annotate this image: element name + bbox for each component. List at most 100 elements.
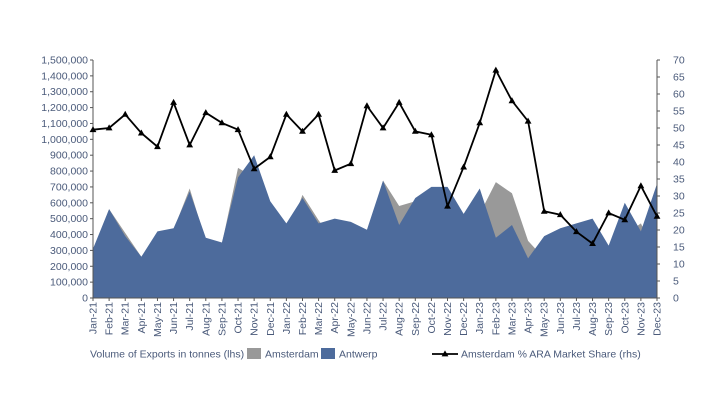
y2-tick-label: 35 (673, 174, 685, 186)
x-tick-label: Dec-23 (652, 302, 664, 336)
x-tick-label: Aug-21 (200, 302, 212, 336)
y-tick-label: 800,000 (50, 166, 88, 178)
x-tick-label: Apr-21 (136, 302, 148, 334)
market-share-point (250, 165, 258, 172)
market-share-point (428, 131, 435, 138)
x-tick-label: Aug-23 (587, 302, 599, 336)
market-share-point (621, 216, 629, 223)
y-tick-label: 600,000 (50, 197, 88, 209)
x-tick-label: May-23 (539, 302, 551, 337)
y-tick-label: 1,000,000 (41, 134, 88, 146)
market-share-point (524, 117, 532, 124)
y2-tick-label: 0 (673, 293, 679, 305)
x-tick-label: May-22 (345, 302, 357, 337)
market-share-point (605, 209, 613, 216)
y2-tick-label: 15 (673, 242, 685, 254)
y-tick-label: 100,000 (50, 277, 88, 289)
y-tick-label: 900,000 (50, 150, 88, 162)
x-tick-label: Apr-22 (329, 302, 341, 334)
y-tick-label: 400,000 (50, 229, 88, 241)
legend-antwerp: Antwerp (339, 349, 378, 361)
y2-tick-label: 70 (673, 55, 685, 67)
y2-tick-label: 40 (673, 157, 685, 169)
market-share-point (444, 202, 451, 209)
y-tick-label: 1,400,000 (41, 70, 88, 82)
y-tick-label: 500,000 (50, 213, 88, 225)
market-share-point (89, 126, 97, 133)
x-tick-label: Oct-21 (233, 302, 245, 334)
market-share-point (218, 119, 226, 126)
y-tick-label: 700,000 (50, 181, 88, 193)
market-share-point (476, 119, 484, 126)
y2-tick-label: 45 (673, 140, 685, 152)
x-tick-label: Sep-22 (410, 302, 422, 336)
y-tick-label: 300,000 (50, 245, 88, 257)
x-tick-label: Jul-22 (378, 302, 390, 331)
legend: Volume of Exports in tonnes (lhs) Amsterd… (90, 348, 641, 361)
x-tick-label: Jul-21 (184, 302, 196, 331)
x-tick-label: Oct-23 (619, 302, 631, 334)
market-share-point (154, 143, 161, 150)
market-share-point (492, 66, 500, 73)
x-tick-label: Mar-22 (313, 302, 325, 335)
x-tick-label: Apr-23 (523, 302, 535, 334)
x-tick-label: Sep-21 (216, 302, 228, 336)
x-tick-label: May-21 (152, 302, 164, 337)
market-share-point (315, 110, 322, 117)
y2-tick-label: 30 (673, 191, 685, 203)
x-tick-label: Nov-21 (249, 302, 261, 336)
x-tick-label: Jun-22 (361, 302, 373, 334)
market-share-point (637, 182, 645, 189)
x-tick-label: Jun-23 (555, 302, 567, 334)
x-tick-label: Feb-21 (104, 302, 116, 335)
x-tick-label: Feb-22 (297, 302, 309, 335)
x-tick-label: Mar-21 (120, 302, 132, 335)
x-tick-label: Jan-21 (88, 302, 100, 334)
x-tick-label: Jan-23 (474, 302, 486, 334)
market-share-point (540, 207, 548, 214)
market-share-point (121, 110, 129, 117)
market-share-point (170, 98, 177, 105)
y2-tick-label: 50 (673, 123, 685, 135)
y2-tick-label: 5 (673, 276, 679, 288)
legend-amsterdam: Amsterdam (265, 349, 319, 361)
y-tick-label: 1,200,000 (41, 102, 88, 114)
market-share-point (331, 166, 339, 173)
market-share-point (379, 124, 387, 131)
market-share-point (508, 97, 516, 104)
y2-tick-label: 55 (673, 106, 685, 118)
x-tick-label: Mar-23 (506, 302, 518, 335)
x-tick-label: Feb-23 (490, 302, 502, 335)
market-share-point (105, 124, 113, 131)
market-share-point (460, 163, 468, 170)
x-tick-label: Dec-21 (265, 302, 277, 336)
market-share-point (299, 127, 306, 134)
y-tick-label: 1,500,000 (41, 55, 88, 67)
y2-tick-label: 60 (673, 89, 685, 101)
y2-tick-label: 25 (673, 208, 685, 220)
x-tick-label: Jan-22 (281, 302, 293, 334)
legend-swatch-amsterdam (247, 348, 261, 359)
x-tick-label: Aug-22 (394, 302, 406, 336)
legend-swatch-antwerp (321, 348, 335, 359)
legend-market-share: Amsterdam % ARA Market Share (rhs) (461, 349, 641, 361)
market-share-point (186, 141, 194, 148)
market-share-point (573, 228, 580, 235)
x-tick-label: Jul-23 (571, 302, 583, 331)
market-share-point (395, 98, 403, 105)
x-tick-label: Nov-23 (635, 302, 647, 336)
y-tick-label: 200,000 (50, 261, 88, 273)
y2-tick-label: 20 (673, 225, 685, 237)
y-tick-label: 0 (82, 293, 88, 305)
market-share-point (137, 129, 145, 136)
market-share-point (411, 127, 419, 134)
x-tick-label: Oct-22 (426, 302, 438, 334)
x-tick-label: Sep-23 (603, 302, 615, 336)
legend-lhs-label: Volume of Exports in tonnes (lhs) (90, 349, 244, 361)
area-antwerp (93, 155, 657, 298)
x-tick-label: Dec-22 (458, 302, 470, 336)
market-share-point (556, 211, 564, 218)
x-tick-label: Nov-22 (442, 302, 454, 336)
y2-tick-label: 10 (673, 259, 685, 271)
